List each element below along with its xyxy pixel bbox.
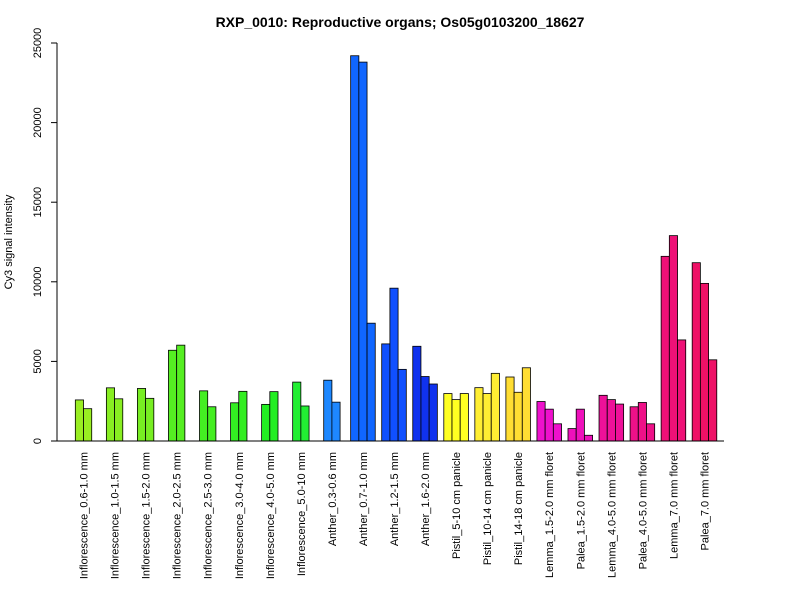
x-tick-label: Palea_1.5-2.0 mm floret [575,452,587,569]
x-axis-labels: Inflorescence_0.6-1.0 mm Inflorescence_1.… [79,452,712,579]
bar [490,372,500,442]
bar [83,408,93,442]
bar [269,391,279,442]
bar [708,359,718,442]
bar [646,423,656,442]
x-tick-label: Anther_1.6-2.0 mm [420,452,432,546]
bar [137,388,147,442]
y-tick-label: 15000 [32,187,44,218]
bar [575,408,585,442]
bar [428,383,438,442]
x-tick-label: Palea_7.0 mm floret [699,452,711,550]
bar [331,401,341,442]
bar [114,398,124,442]
bar [381,343,391,442]
bar [238,390,248,442]
bar [207,406,217,442]
y-tick-label: 10000 [32,267,44,298]
x-tick-label: Inflorescence_2.5-3.0 mm [203,452,215,579]
bar [230,402,240,442]
bar [459,393,469,442]
bar [323,379,333,442]
bar [199,390,209,442]
bar [358,61,368,442]
bar [677,339,687,442]
x-tick-label: Lemma_1.5-2.0 mm floret [544,452,556,578]
y-tick-label: 25000 [32,28,44,59]
bar [660,255,670,442]
x-tick-label: Pistil_14-18 cm panicle [513,452,525,565]
x-tick-label: Anther_0.3-0.6 mm [327,452,339,546]
x-tick-label: Anther_1.2-1.5 mm [389,452,401,546]
bar [668,235,678,442]
bar [544,408,554,442]
x-tick-label: Lemma_4.0-5.0 mm floret [606,452,618,578]
chart-title: RXP_0010: Reproductive organs; Os05g0103… [216,14,585,30]
x-tick-label: Pistil_5-10 cm panicle [451,452,463,559]
bar [606,399,616,442]
bar [552,423,562,442]
bar [505,376,515,442]
bar [583,434,593,442]
x-tick-label: Inflorescence_5.0-10 mm [296,452,308,576]
bar [261,403,271,442]
bar [513,391,523,442]
bar [168,349,178,442]
x-tick-label: Inflorescence_0.6-1.0 mm [79,452,91,579]
bar [474,387,484,442]
bar [300,405,310,442]
y-axis-title: Cy3 signal intensity [3,194,15,289]
bars [74,55,718,442]
bar [350,55,360,442]
x-tick-label: Palea_4.0-5.0 mm floret [637,452,649,569]
bar [389,287,399,442]
bar [629,406,639,442]
bar [105,387,115,442]
bar [176,344,186,442]
x-tick-label: Inflorescence_2.0-2.5 mm [172,452,184,579]
bar [292,381,302,442]
bar [615,403,625,442]
bar [420,376,430,442]
bar [482,393,492,442]
bar [567,428,577,442]
bar [145,397,155,442]
y-tick-label: 5000 [32,349,44,373]
x-tick-label: Inflorescence_1.5-2.0 mm [141,452,153,579]
bar [691,262,701,442]
x-tick-label: Anther_0.7-1.0 mm [358,452,370,546]
bar [451,399,461,442]
x-tick-label: Inflorescence_3.0-4.0 mm [234,452,246,579]
bar [412,345,422,442]
x-tick-label: Pistil_10-14 cm panicle [482,452,494,565]
y-tick-label: 0 [32,438,44,444]
bar [443,393,453,442]
x-tick-label: Inflorescence_4.0-5.0 mm [265,452,277,579]
bar [74,399,84,442]
bar [397,368,407,442]
bar [366,322,376,442]
y-axis: 0 5000 10000 15000 20000 25000 [32,28,58,444]
x-tick-label: Inflorescence_1.0-1.5 mm [110,452,122,579]
bar [637,402,647,442]
x-tick-label: Lemma_7.0 mm floret [668,452,680,559]
y-tick-label: 20000 [32,107,44,138]
bar [598,394,608,442]
bar [699,282,709,442]
bar [536,401,546,442]
bar [521,367,531,442]
